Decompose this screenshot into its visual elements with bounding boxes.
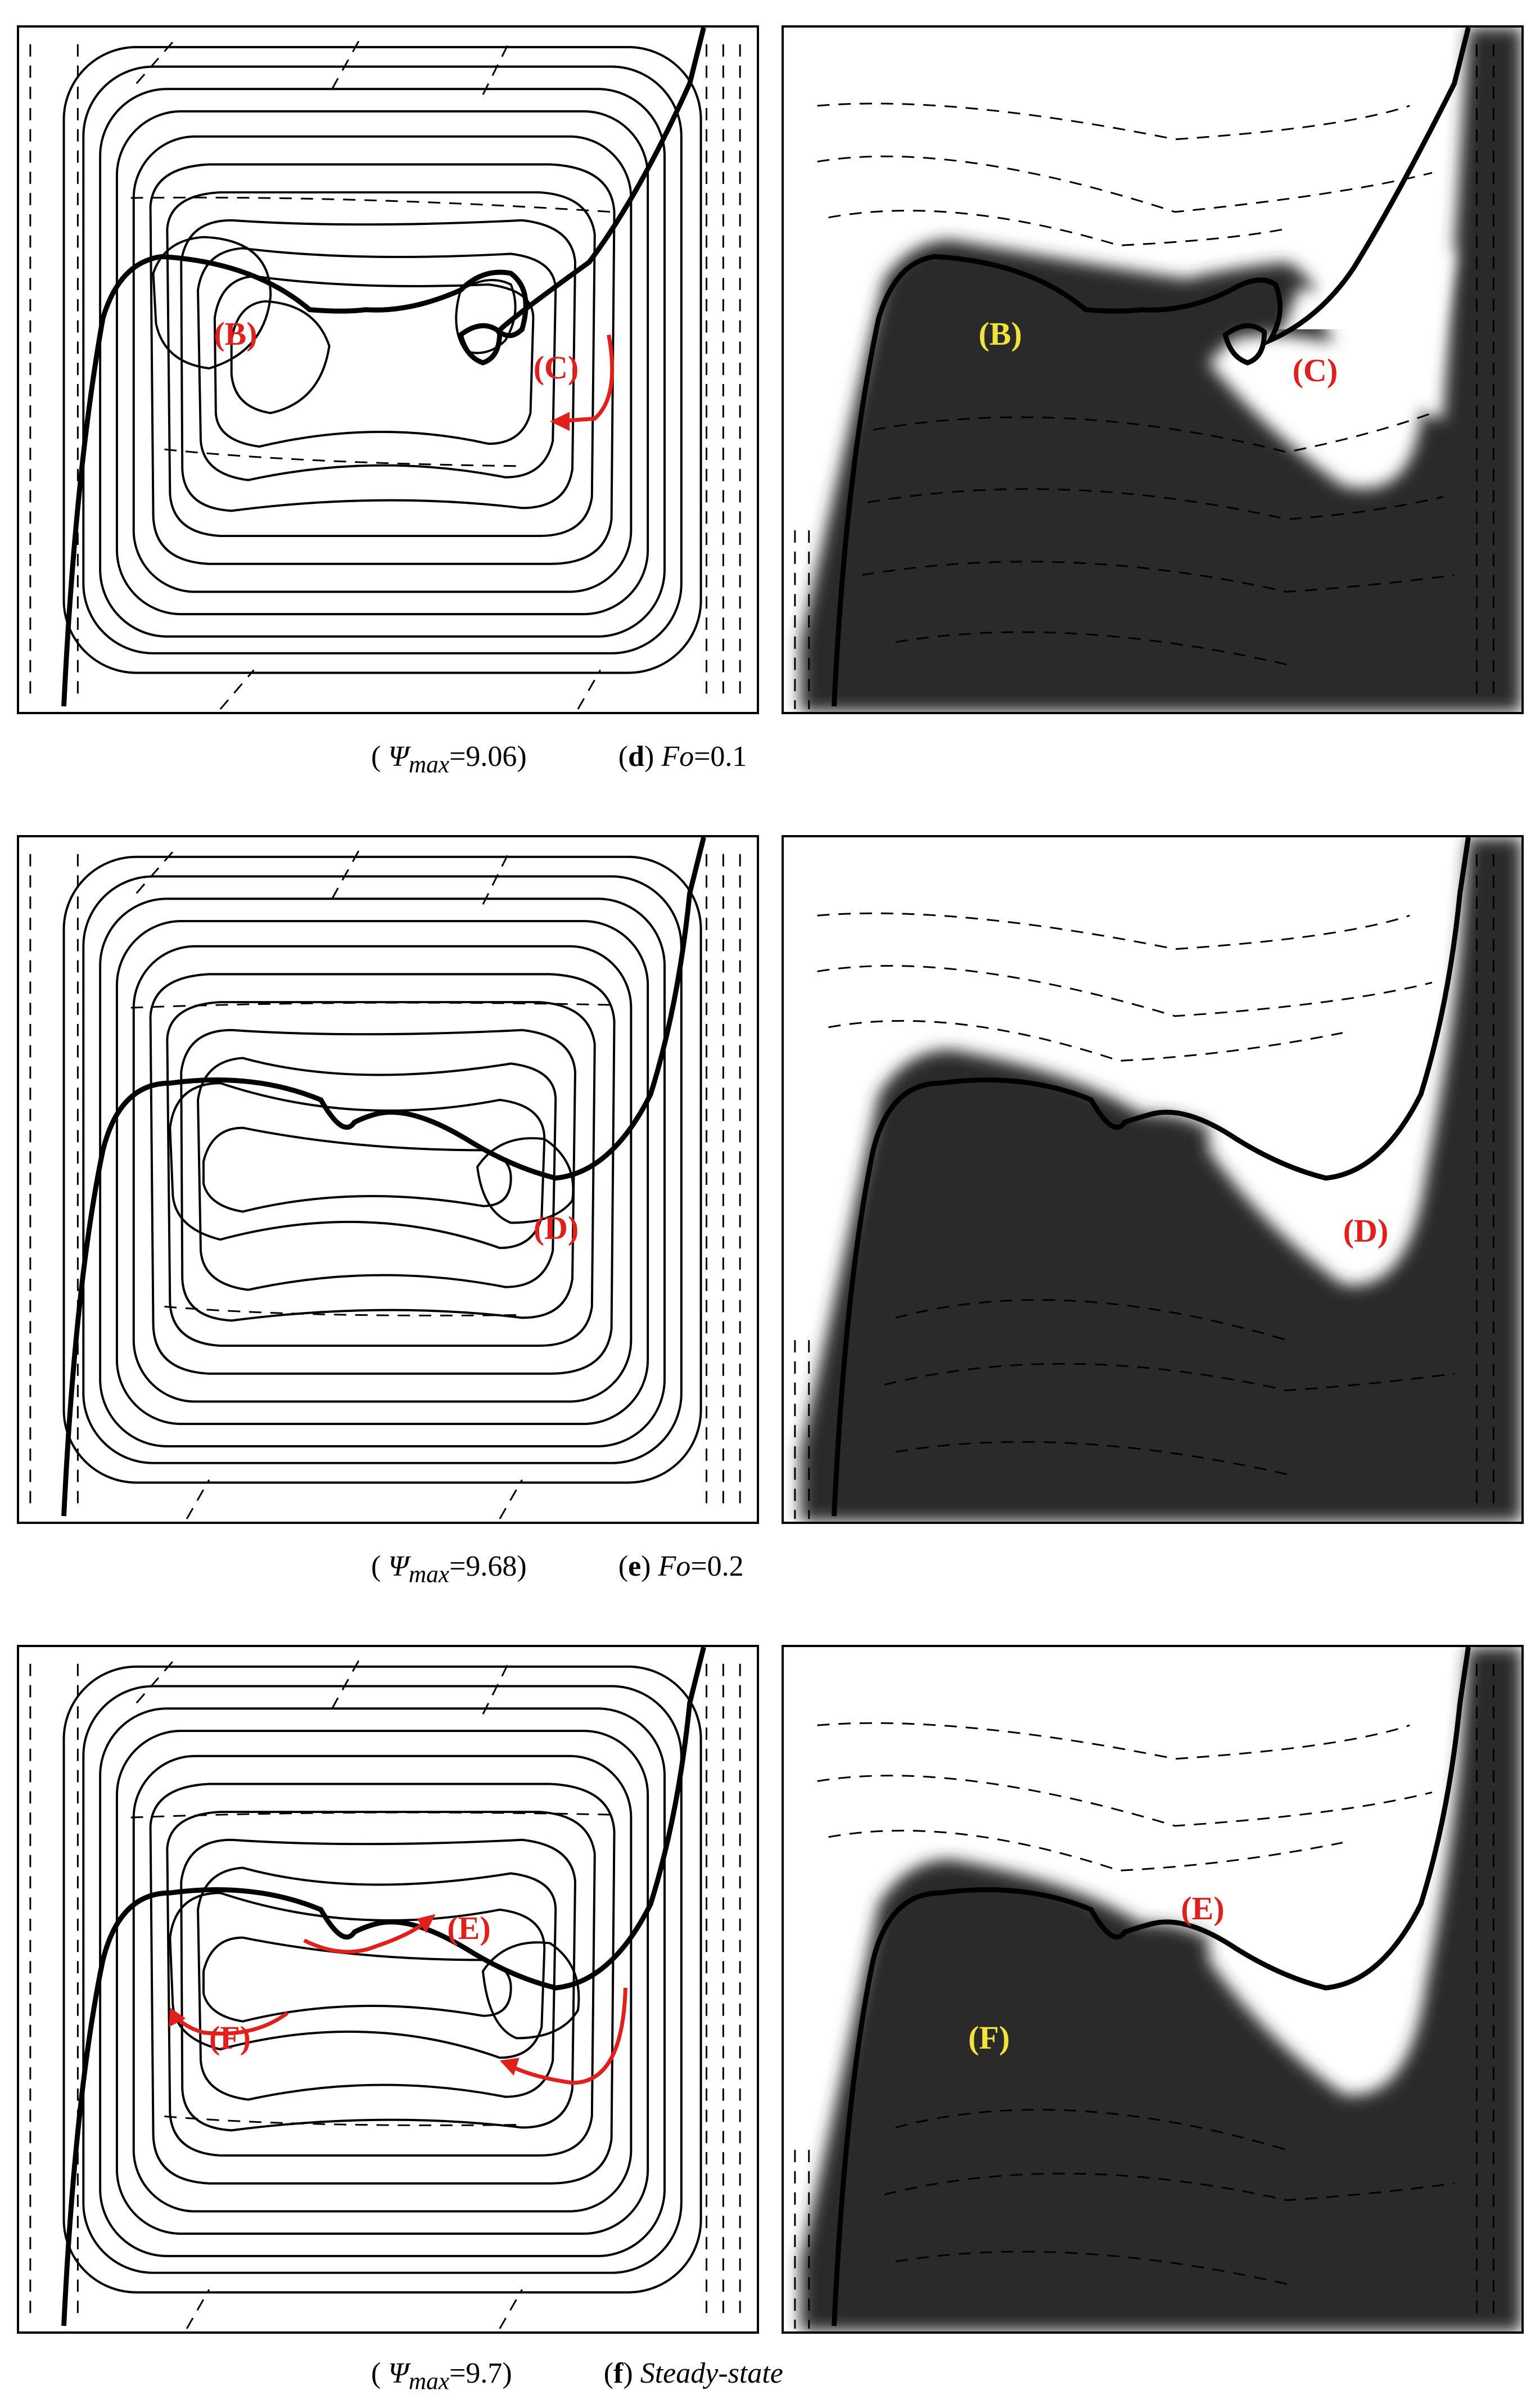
label-f-right: (F) xyxy=(968,2019,1010,2056)
label-f-left: (F) xyxy=(209,2019,251,2056)
streamline-contours-f xyxy=(29,1647,741,2329)
psi-value-e: 9.68 xyxy=(466,1550,517,1582)
streamline-contours-e xyxy=(29,837,741,1519)
psi-value-d: 9.06 xyxy=(466,741,517,773)
panel-letter-d: d xyxy=(628,741,644,773)
caption-row-d: ( Ψmax=9.06) (d) Fo=0.1 xyxy=(371,741,747,778)
label-c-left: (C) xyxy=(533,349,579,386)
streamline-panel-d: (B) (C) xyxy=(17,25,759,714)
concentration-field-f xyxy=(794,1647,1521,2331)
psi-sub-f: max xyxy=(408,2367,450,2395)
concentration-panel-d: (B) (C) xyxy=(782,25,1524,714)
fo-value-e: =0.2 xyxy=(690,1550,744,1582)
panel-letter-f: f xyxy=(613,2357,624,2389)
streamline-panel-e: (D) xyxy=(17,835,759,1524)
fo-label-d: Fo xyxy=(661,741,694,773)
label-b-left: (B) xyxy=(214,315,258,352)
streamline-contours-d xyxy=(29,28,741,710)
psi-symbol-d: Ψ xyxy=(388,741,409,773)
fo-label-e: Fo xyxy=(658,1550,691,1582)
panel-letter-e: e xyxy=(628,1550,642,1582)
psi-symbol-e: Ψ xyxy=(388,1550,409,1582)
concentration-panel-e: (D) xyxy=(782,835,1524,1524)
label-c-right: (C) xyxy=(1292,352,1338,389)
fo-label-f: Steady-state xyxy=(640,2357,783,2389)
label-d-left: (D) xyxy=(533,1210,579,1246)
label-d-right: (D) xyxy=(1343,1212,1389,1249)
concentration-field-e xyxy=(794,837,1521,1522)
streamline-panel-f: (E) (F) xyxy=(17,1645,759,2334)
caption-row-e: ( Ψmax=9.68) (e) Fo=0.2 xyxy=(371,1550,744,1588)
caption-row-f: ( Ψmax=9.7) (f) Steady-state xyxy=(371,2357,783,2395)
psi-value-f: 9.7 xyxy=(466,2357,503,2389)
label-e-right: (E) xyxy=(1181,1890,1225,1927)
psi-sub-e: max xyxy=(408,1560,450,1588)
psi-sub-d: max xyxy=(408,751,450,778)
concentration-field-d xyxy=(794,28,1521,712)
label-e-left: (E) xyxy=(447,1910,491,1946)
psi-symbol-f: Ψ xyxy=(388,2357,409,2389)
label-b-right: (B) xyxy=(978,315,1022,352)
concentration-panel-f: (E) (F) xyxy=(782,1645,1524,2334)
fo-value-d: =0.1 xyxy=(694,741,747,773)
